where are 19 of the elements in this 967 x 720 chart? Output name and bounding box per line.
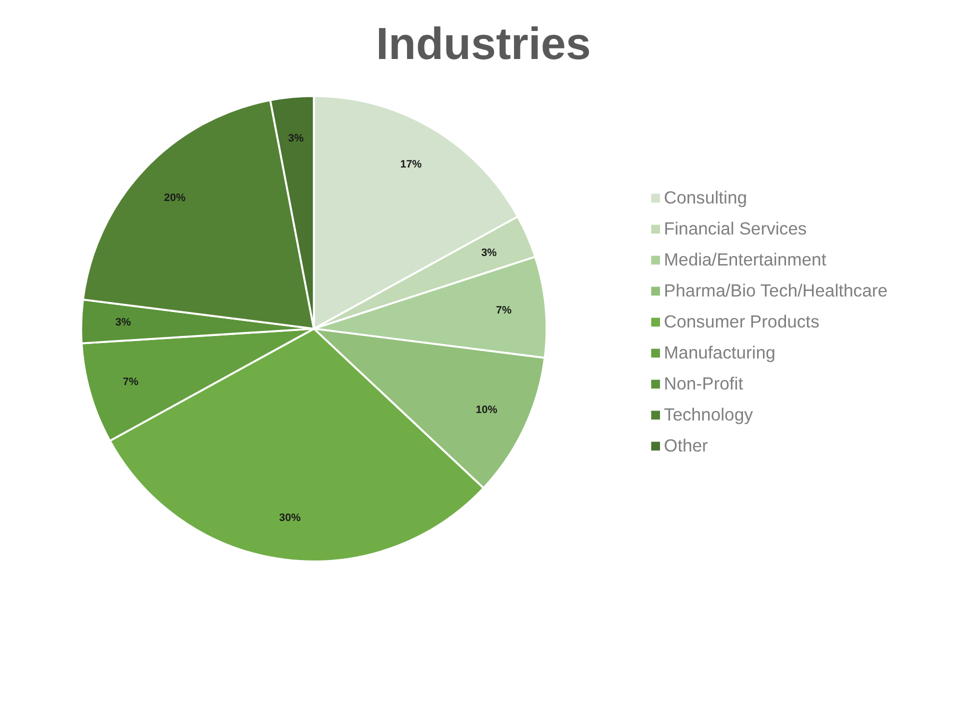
data-label: 7% xyxy=(496,304,512,317)
legend-label: Consumer Products xyxy=(664,311,820,332)
legend-label: Media/Entertainment xyxy=(664,249,826,270)
data-label: 3% xyxy=(481,246,498,259)
data-label: 10% xyxy=(476,404,498,416)
legend-label: Manufacturing xyxy=(664,342,776,362)
legend-label: Financial Services xyxy=(664,218,807,238)
legend-label: Other xyxy=(664,435,708,456)
data-label: 30% xyxy=(279,512,302,524)
data-label: 7% xyxy=(122,376,139,388)
data-label: 17% xyxy=(400,158,422,170)
data-label: 3% xyxy=(115,316,132,329)
legend-label: Non-Profit xyxy=(664,373,744,394)
data-label: 20% xyxy=(164,192,186,204)
legend-label: Pharma/Bio Tech/Healthcare xyxy=(664,280,888,300)
legend-label: Technology xyxy=(664,404,754,424)
legend-label: Consulting xyxy=(664,187,748,208)
chart-title: Industries xyxy=(376,18,591,69)
data-label: 3% xyxy=(288,132,304,145)
